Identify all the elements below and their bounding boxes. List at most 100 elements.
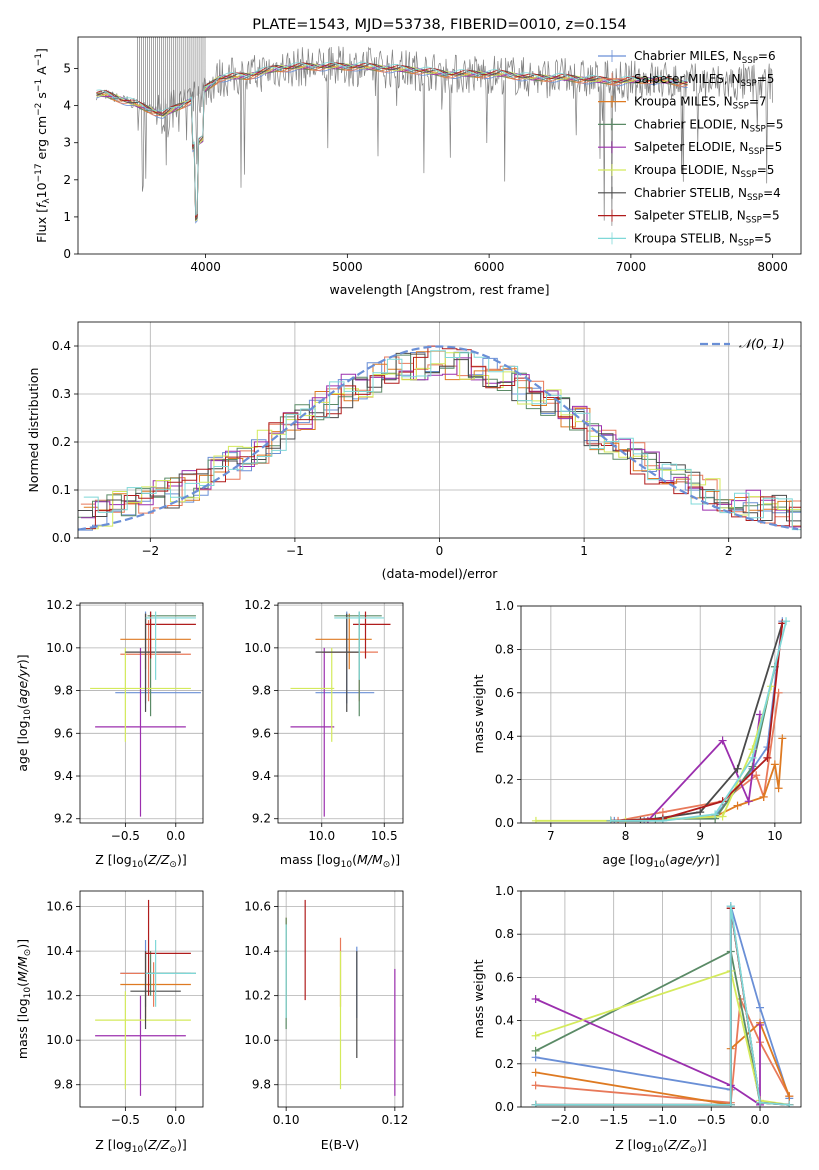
tick-label-y: 5: [63, 62, 71, 76]
tick-label-x: −0.5: [111, 1113, 140, 1127]
legend: 𝒩(0, 1): [700, 336, 785, 351]
plot-area: [531, 617, 791, 823]
errorbar-kroupa-stelib: [334, 611, 385, 680]
tick-label-y: 1.0: [495, 884, 514, 898]
histogram-kroupa-elodie: [83, 352, 801, 530]
series-kroupa-stelib: [531, 902, 794, 1107]
series-salpeter-miles: [614, 688, 783, 823]
x-axis-label: Z [log10(Z/Z⊙)]: [615, 1137, 706, 1155]
tick-label-y: 9.2: [54, 812, 73, 826]
tick-label-y: 0.2: [52, 435, 71, 449]
chart-spectrum: 4000 5000 6000 7000 8000 0 1 2 3 4 5 PLATE=1543, MJ…: [34, 17, 802, 297]
chart-age-vs-Z: −0.5 0.0 9.2 9.4 9.6 9.8 10.0 10.2 Z [log10(Z/Z⊙…: [15, 598, 204, 870]
errorbar-salpeter-stelib: [353, 611, 391, 659]
tick-label-y: 0.8: [495, 642, 514, 656]
series-line: [610, 666, 776, 822]
histogram-chabrier-stelib: [78, 352, 801, 522]
series-point: [733, 801, 742, 810]
axes-frame: [79, 890, 204, 1108]
series-point: [759, 792, 768, 801]
legend-entry: Chabrier STELIB, NSSP=4: [634, 186, 781, 203]
tick-label-y: 0.4: [495, 729, 514, 743]
errorbar-chabrier-stelib: [125, 613, 181, 712]
series-line: [610, 623, 784, 822]
legend-entry: Kroupa ELODIE, NSSP=5: [634, 163, 774, 180]
gaussian-curve: [78, 345, 799, 531]
legend-entry: Chabrier MILES, NSSP=6: [634, 49, 776, 66]
y-axis-label: Normed distribution: [26, 368, 41, 493]
tick-label-x: 6000: [474, 260, 505, 274]
errorbar-salpeter-miles: [321, 620, 378, 702]
errorbar-kroupa-miles: [315, 613, 372, 670]
x-axis-label: Z [log10(Z/Z⊙)]: [95, 852, 186, 870]
tick-label-y: 10.2: [46, 598, 73, 612]
tick-label-y: 10.6: [46, 900, 73, 914]
x-axis-label: age [log10(age/yr)]: [602, 852, 719, 870]
series-line: [535, 998, 761, 1107]
tick-label-x: 0.0: [750, 1113, 769, 1127]
model-fit-kroupa-stelib: [96, 61, 688, 216]
errorbar-kroupa-stelib: [145, 611, 196, 680]
chart-weight-vs-age: 7 8 9 10 0.0 0.2 0.4 0.6 0.8 1.0 age [log10(age/yr…: [471, 599, 802, 870]
histogram-salpeter-miles: [80, 356, 801, 524]
histogram-salpeter-stelib: [80, 345, 801, 530]
series-point: [774, 688, 783, 697]
axes-frame: [520, 890, 802, 1108]
tick-label-x: −0.5: [111, 829, 140, 843]
series-point: [531, 1100, 540, 1107]
tick-label-y: 10.0: [244, 641, 271, 655]
series-point: [785, 1092, 794, 1101]
tick-label-y: 0.1: [52, 483, 71, 497]
tick-label-y: 9.8: [252, 684, 271, 698]
series-point: [782, 617, 791, 626]
tick-label-x: 7000: [616, 260, 647, 274]
series-point: [756, 1003, 765, 1012]
series-point: [756, 1098, 765, 1107]
chart-age-vs-mass: 10.0 10.5 9.2 9.4 9.6 9.8 10.0 10.2 mass [log10(…: [244, 598, 404, 870]
series-point: [711, 810, 720, 819]
tick-label-y: 10.0: [46, 641, 73, 655]
series-point: [770, 760, 779, 769]
series-point: [744, 797, 753, 806]
legend-entry: Chabrier ELODIE, NSSP=5: [634, 117, 783, 134]
y-axis-label: mass weight: [471, 959, 486, 1038]
axes-frame: [79, 602, 204, 824]
tick-label-x: −2: [141, 544, 159, 558]
legend-entry: Salpeter STELIB, NSSP=5: [634, 209, 780, 226]
tick-label-x: 1: [580, 544, 588, 558]
tick-label-y: 3: [63, 136, 71, 150]
errorbar-chabrier-stelib: [315, 613, 360, 712]
series-point: [718, 736, 727, 745]
series-point: [778, 734, 787, 743]
errorbar-kroupa-elodie: [290, 647, 335, 742]
errorbar-chabrier-miles: [115, 611, 201, 704]
plot-area: [95, 899, 196, 1096]
tick-label-y: 1.0: [495, 599, 514, 613]
chart-weight-vs-Z: −2.0 −1.5 −1.0 −0.5 0.0 0.0 0.2 0.4 0.6 0.8 1.0 Z […: [471, 884, 802, 1155]
tick-label-y: 9.8: [54, 684, 73, 698]
legend-entry: 𝒩(0, 1): [739, 336, 785, 351]
tick-label-y: 9.8: [54, 1078, 73, 1092]
x-axis-label: Z [log10(Z/Z⊙)]: [95, 1137, 186, 1155]
errorbar-salpeter-elodie: [95, 995, 186, 1096]
series-point: [531, 1046, 540, 1055]
tick-label-y: 9.4: [252, 769, 271, 783]
series-point: [756, 1020, 765, 1029]
x-axis-label: E(B-V): [321, 1137, 360, 1152]
tick-label-y: 0.6: [495, 970, 514, 984]
chart-title: PLATE=1543, MJD=53738, FIBERID=0010, z=0…: [252, 17, 626, 33]
chart-mass-vs-EBV: 0.10 0.12 9.8 10.0 10.2 10.4 10.6 E(B-V): [244, 890, 408, 1152]
chart-residuals: −2 −1 0 1 2 0.0 0.1 0.2 0.3 0.4 𝒩(0, 1) (data-model…: [26, 321, 802, 581]
series-kroupa-stelib: [606, 617, 791, 823]
errorbar-kroupa-elodie: [95, 991, 191, 1090]
histogram-kroupa-miles: [83, 350, 801, 527]
tick-label-x: −0.5: [697, 1113, 726, 1127]
series-point: [531, 1031, 540, 1040]
tick-label-x: 0.0: [166, 829, 185, 843]
series-point: [606, 816, 615, 823]
series-point: [785, 1100, 794, 1107]
series-point: [726, 902, 735, 911]
series-point: [726, 1100, 735, 1107]
tick-label-x: 9: [696, 829, 704, 843]
tick-label-x: 0.10: [273, 1113, 300, 1127]
